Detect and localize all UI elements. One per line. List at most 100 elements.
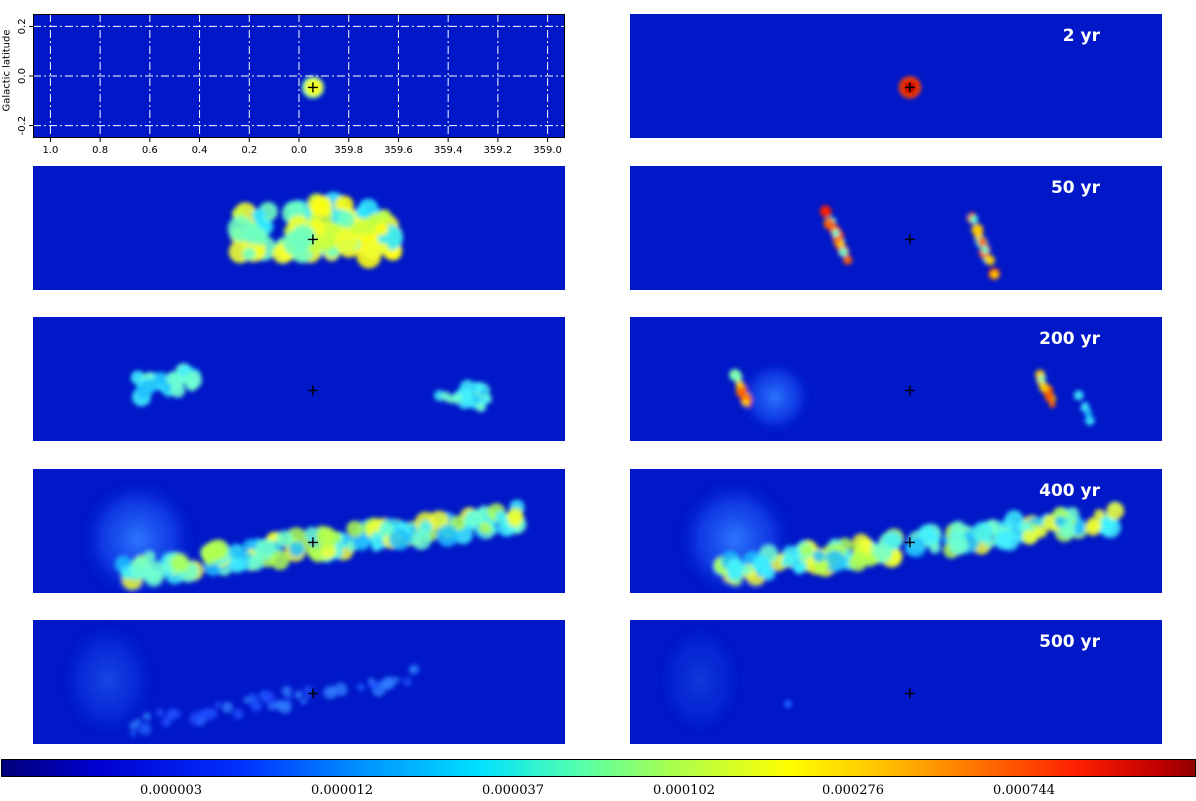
emission-blob — [732, 373, 741, 382]
emission-blob — [138, 722, 152, 736]
panel-time-label: 200 yr — [1039, 329, 1100, 349]
colorbar-tick-label: 0.000102 — [652, 783, 716, 798]
emission-blob — [300, 698, 307, 705]
diffuse-halo — [737, 359, 813, 435]
emission-blob — [222, 701, 233, 713]
map-panel-9 — [33, 620, 565, 744]
panel-time-label: 400 yr — [1039, 481, 1100, 501]
emission-blob — [977, 237, 987, 247]
emission-blob — [863, 553, 877, 567]
emission-blob — [999, 530, 1020, 551]
emission-blob — [375, 222, 389, 236]
emission-blob — [242, 247, 256, 261]
emission-blob — [371, 541, 382, 552]
center-marker — [904, 385, 915, 396]
emission-blob — [323, 685, 337, 700]
emission-blob — [334, 229, 359, 254]
emission-blob — [142, 712, 151, 721]
emission-blob — [232, 708, 244, 720]
emission-blob — [411, 530, 432, 550]
emission-blob — [475, 402, 486, 413]
emission-blob — [303, 685, 313, 694]
emission-blob — [285, 693, 292, 700]
center-marker — [904, 688, 915, 699]
emission-blob — [1044, 392, 1055, 402]
map-panel-3 — [33, 166, 565, 290]
center-marker — [307, 234, 318, 245]
emission-blob — [129, 557, 152, 580]
emission-blob — [838, 247, 848, 257]
emission-blob — [800, 544, 812, 556]
x-tick-label: 0.0 — [291, 145, 307, 156]
emission-blob — [189, 711, 203, 726]
x-tick-label: 359.2 — [484, 145, 513, 156]
center-marker — [904, 234, 915, 245]
emission-blob — [1080, 406, 1086, 411]
emission-blob — [294, 690, 303, 700]
x-tick-label: 0.4 — [192, 145, 208, 156]
emission-blob — [782, 545, 800, 563]
emission-blob — [228, 543, 244, 559]
emission-blob — [1086, 517, 1102, 532]
diffuse-halo — [655, 620, 745, 740]
emission-blob — [262, 691, 276, 705]
x-tick-label: 359.8 — [334, 145, 363, 156]
emission-blob — [229, 557, 246, 574]
emission-blob — [1022, 529, 1037, 545]
center-marker — [307, 688, 318, 699]
colorbar-tick-label: 0.000003 — [139, 783, 203, 798]
emission-blob — [372, 680, 381, 689]
emission-blob — [1038, 375, 1046, 383]
emission-blob — [170, 382, 186, 398]
emission-blob — [379, 521, 394, 537]
emission-blob — [276, 530, 293, 547]
emission-blob — [1035, 525, 1048, 538]
x-tick-label: 0.6 — [142, 145, 158, 156]
x-tick-label: 359.0 — [533, 145, 562, 156]
y-tick-label: 0.0 — [17, 68, 28, 84]
emission-blob — [367, 677, 375, 685]
emission-blob — [251, 700, 260, 709]
emission-blob — [1059, 522, 1076, 539]
emission-blob — [1106, 501, 1125, 520]
emission-blob — [794, 564, 805, 575]
panel-time-label: 50 yr — [1050, 178, 1100, 198]
map-panel-1 — [33, 14, 565, 138]
emission-blob — [200, 707, 215, 722]
emission-blob — [355, 205, 369, 219]
emission-blob — [289, 541, 305, 557]
emission-blob — [337, 210, 355, 228]
emission-blob — [333, 682, 348, 697]
emission-blob — [346, 520, 364, 538]
colorbar — [1, 759, 1196, 777]
emission-blob — [155, 708, 165, 717]
emission-blob — [495, 510, 507, 522]
emission-blob — [278, 700, 292, 714]
x-tick-label: 359.6 — [384, 145, 413, 156]
y-tick-label: -0.2 — [17, 116, 28, 136]
emission-blob — [140, 378, 157, 395]
emission-blob — [388, 528, 411, 551]
emission-blob — [251, 208, 266, 223]
emission-blob — [357, 683, 365, 691]
center-marker — [307, 537, 318, 548]
emission-blob — [383, 676, 396, 689]
emission-blob — [726, 559, 745, 577]
emission-blob — [742, 565, 752, 576]
y-axis-label: Galactic latitude — [1, 29, 13, 112]
emission-blob — [208, 539, 229, 560]
colorbar-tick-label: 0.000276 — [821, 783, 885, 798]
emission-blob — [161, 717, 172, 728]
emission-blob — [969, 215, 979, 224]
emission-blob — [972, 521, 993, 543]
emission-blob — [436, 524, 459, 547]
emission-blob — [242, 223, 263, 244]
emission-blob — [981, 246, 990, 254]
emission-blob — [403, 677, 412, 687]
center-marker — [904, 82, 915, 93]
emission-blob — [742, 398, 750, 407]
emission-blob — [247, 554, 265, 571]
emission-blob — [736, 387, 747, 398]
emission-blob — [129, 730, 137, 737]
emission-blob — [270, 550, 290, 571]
